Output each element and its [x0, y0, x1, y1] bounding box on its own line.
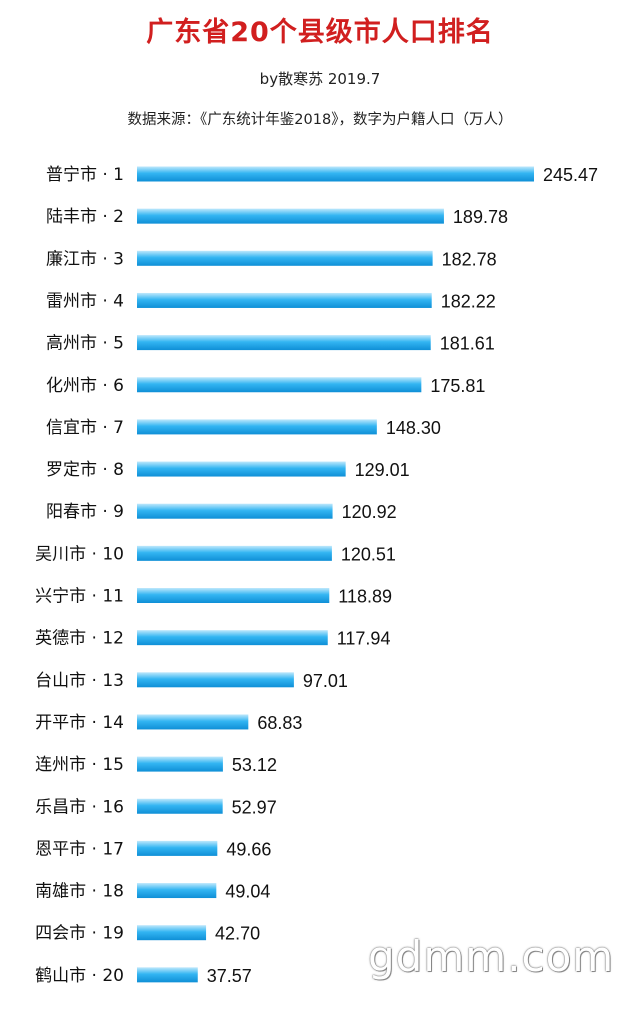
watermark-logo: gdmm.com — [368, 932, 615, 981]
category-label: 四会市 · 19 — [35, 924, 124, 944]
category-label: 阳春市 · 9 — [46, 502, 124, 522]
bar — [137, 545, 332, 561]
value-label: 49.66 — [226, 839, 271, 859]
bar — [137, 967, 198, 983]
chart-title: 广东省20个县级市人口排名 — [146, 17, 494, 48]
category-label: 乐昌市 · 16 — [35, 797, 124, 817]
value-label: 42.70 — [215, 924, 260, 944]
value-label: 148.30 — [386, 418, 441, 438]
value-label: 49.04 — [225, 882, 270, 902]
value-label: 118.89 — [338, 587, 392, 607]
category-label: 英德市 · 12 — [35, 629, 124, 649]
value-label: 120.51 — [341, 544, 396, 564]
category-label: 台山市 · 13 — [35, 671, 124, 691]
category-label: 开平市 · 14 — [35, 713, 124, 733]
value-label: 189.78 — [453, 207, 508, 227]
value-label: 117.94 — [337, 629, 391, 649]
value-label: 182.22 — [441, 291, 496, 311]
bar — [137, 630, 328, 646]
bar — [137, 461, 346, 477]
value-label: 52.97 — [232, 797, 277, 817]
category-label: 信宜市 · 7 — [46, 418, 124, 438]
category-label: 兴宁市 · 11 — [35, 587, 124, 607]
value-label: 97.01 — [303, 671, 348, 691]
bar — [137, 756, 223, 772]
value-label: 181.61 — [440, 334, 495, 354]
value-label: 175.81 — [430, 376, 485, 396]
bar — [137, 250, 433, 266]
bar — [137, 588, 330, 603]
category-label: 陆丰市 · 2 — [46, 207, 124, 227]
bar — [137, 925, 207, 941]
category-label: 化州市 · 6 — [46, 376, 124, 396]
value-label: 182.78 — [442, 249, 497, 269]
category-label: 高州市 · 5 — [46, 334, 124, 354]
bar — [137, 883, 217, 899]
bar — [137, 292, 432, 308]
chart-source-note: 数据来源：《广东统计年鉴2018》，数字为户籍人口（万人） — [127, 112, 513, 128]
bar — [137, 377, 422, 393]
bar — [137, 503, 333, 519]
category-label: 廉江市 · 3 — [46, 249, 124, 269]
value-label: 53.12 — [232, 755, 277, 775]
bar — [137, 335, 431, 351]
bar — [137, 419, 377, 435]
value-label: 68.83 — [257, 713, 302, 733]
bar — [137, 208, 444, 224]
category-label: 雷州市 · 4 — [46, 291, 124, 311]
chart-byline: by散寒苏 2019.7 — [259, 70, 381, 88]
category-label: 恩平市 · 17 — [35, 839, 124, 859]
bar — [137, 672, 294, 688]
category-label: 连州市 · 15 — [35, 755, 124, 775]
value-label: 129.01 — [355, 460, 410, 480]
bar — [137, 840, 218, 856]
value-label: 120.92 — [342, 502, 397, 522]
bar — [137, 798, 223, 814]
category-label: 吴川市 · 10 — [35, 544, 124, 564]
category-label: 普宁市 · 1 — [46, 165, 124, 185]
value-label: 245.47 — [543, 165, 598, 185]
category-label: 南雄市 · 18 — [35, 882, 124, 902]
category-label: 鹤山市 · 20 — [35, 966, 124, 986]
value-label: 37.57 — [207, 966, 252, 986]
bar — [137, 714, 249, 730]
category-label: 罗定市 · 8 — [46, 460, 124, 480]
bar — [137, 166, 534, 182]
